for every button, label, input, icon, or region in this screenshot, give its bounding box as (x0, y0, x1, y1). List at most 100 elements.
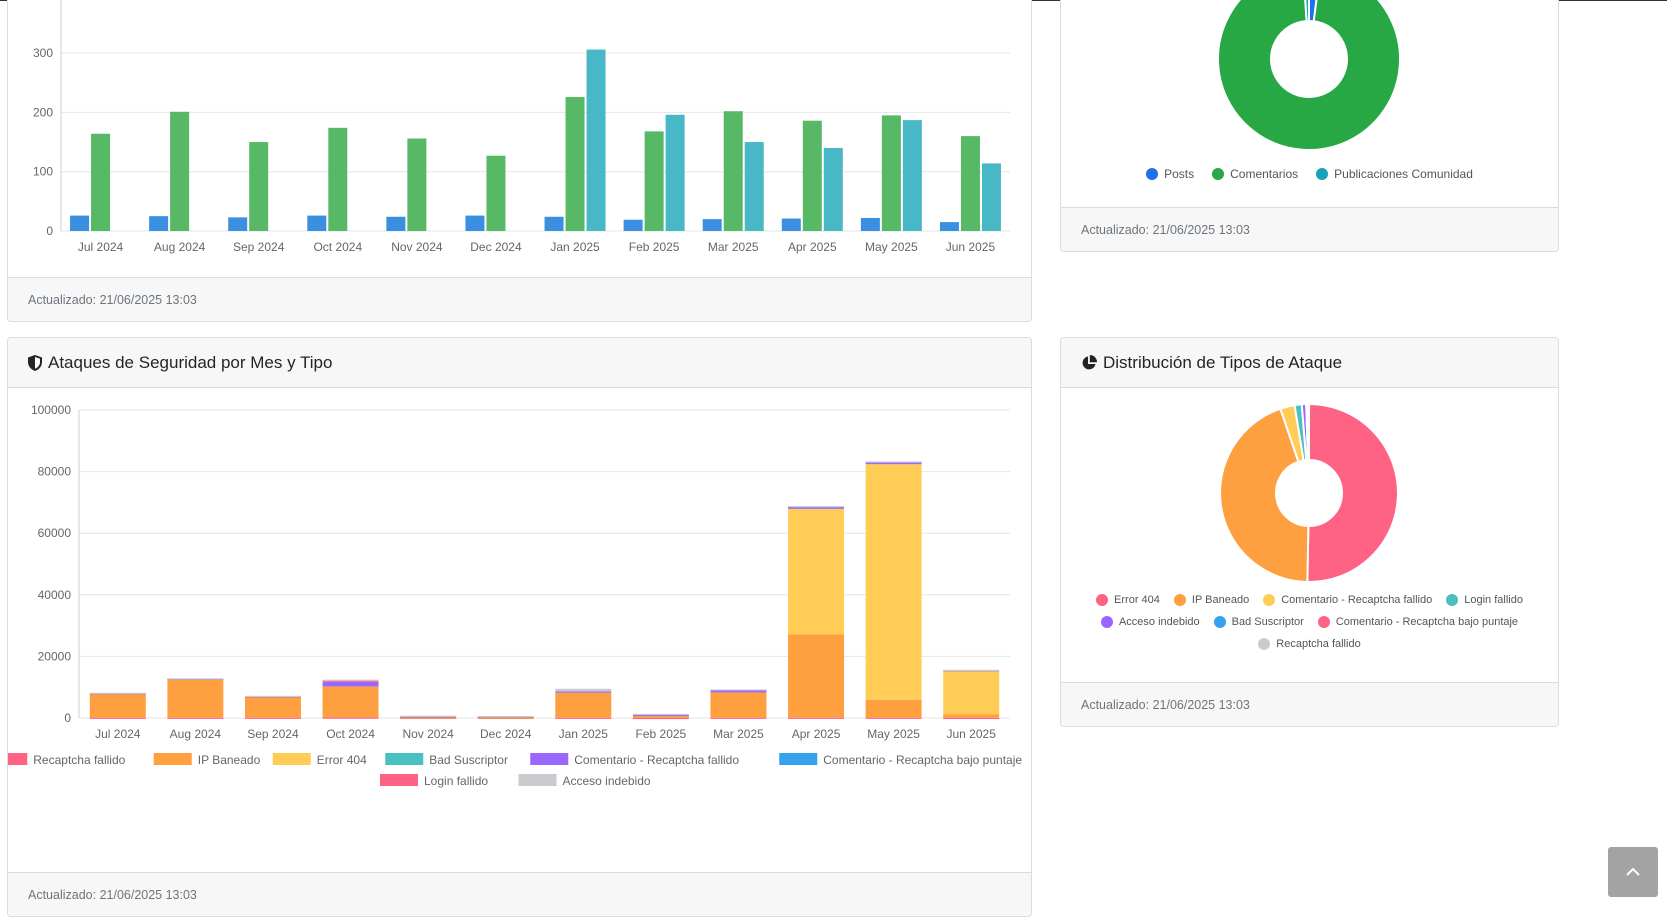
legend-item[interactable]: IP Baneado (1173, 594, 1249, 606)
legend-item[interactable]: Error 404 (1096, 594, 1160, 606)
x-tick-label: Dec 2024 (470, 240, 522, 254)
legend-swatch (1316, 168, 1329, 180)
y-tick-label: 0 (46, 224, 53, 238)
distribution-chart-footer: Actualizado: 21/06/2025 13:03 (1061, 682, 1558, 726)
bar-posts (781, 218, 801, 231)
legend-label: Acceso indebido (563, 774, 651, 788)
slice-comentarios (1217, 0, 1401, 151)
legend-label: IP Baneado (198, 753, 261, 767)
stack-segment (477, 715, 534, 718)
stack-segment (710, 690, 767, 693)
legend-label: Comentarios (1230, 167, 1299, 181)
stack-segment (400, 715, 457, 717)
legend-label: Publicaciones Comunidad (1334, 167, 1473, 181)
distribution-legend: Error 404 IP Baneado Comentario - Recaptch… (1081, 594, 1538, 650)
legend-label: Comentario - Recaptcha bajo puntaje (1335, 616, 1519, 628)
bar-publicaciones-comunidad (744, 142, 764, 231)
y-tick-label: 80000 (38, 465, 72, 479)
stack-segment (322, 717, 379, 719)
legend-label: Recaptcha fallido (33, 753, 125, 767)
content-chart-card: 0 100 200 300 Jul 2024 Aug 2024 Sep 2024 Oct 20… (7, 0, 1032, 322)
legend-item[interactable]: Acceso indebido (1100, 616, 1200, 628)
legend-label: Recaptcha fallido (1276, 638, 1361, 650)
stack-segment (943, 714, 1000, 718)
legend-swatch (385, 753, 424, 765)
legend-item[interactable]: Comentario - Recaptcha bajo puntaje (1317, 616, 1519, 628)
y-tick-label: 200 (33, 105, 53, 119)
chevron-up-icon (1626, 867, 1640, 876)
stack-segment (555, 691, 612, 693)
stack-segment (400, 717, 457, 719)
bar-posts (149, 216, 169, 231)
bar-posts (702, 219, 722, 231)
x-tick-label: Jul 2024 (78, 240, 124, 254)
x-tick-label: Jan 2025 (559, 727, 609, 741)
legend-label: Login fallido (1464, 594, 1523, 606)
x-tick-label: Oct 2024 (313, 240, 362, 254)
legend-label: Acceso indebido (1118, 616, 1200, 628)
stack-segment (89, 693, 146, 718)
stack-segment (322, 680, 379, 682)
bar-posts (465, 215, 485, 231)
attacks-chart-footer: Actualizado: 21/06/2025 13:03 (8, 872, 1031, 916)
bar-comentarios (407, 138, 427, 231)
stack-segment (943, 670, 1000, 715)
legend-item[interactable]: Comentarios (1212, 167, 1298, 181)
legend-item[interactable]: Recaptcha fallido (1258, 638, 1361, 650)
bar-publicaciones-comunidad (981, 163, 1001, 231)
legend-item[interactable]: Login fallido (1446, 594, 1523, 606)
pie-slice (1307, 402, 1310, 462)
stack-segment (167, 678, 224, 680)
legend-item[interactable]: Comentario - Recaptcha fallido (1263, 594, 1432, 606)
x-tick-label: Mar 2025 (708, 240, 759, 254)
attacks-chart-card: Ataques de Seguridad por Mes y Tipo 0 200… (7, 337, 1032, 917)
stack-segment (632, 714, 689, 716)
legend-item[interactable]: Posts (1146, 167, 1194, 181)
legend-swatch (1173, 594, 1186, 606)
distribution-card-title: Distribución de Tipos de Ataque (1103, 352, 1343, 372)
pie-chart-icon (1082, 354, 1097, 369)
stack-segment (710, 692, 767, 718)
bar-comentarios (960, 136, 980, 231)
bar-publicaciones-comunidad (823, 147, 843, 231)
legend-label: Bad Suscriptor (429, 753, 508, 767)
bar-comentarios (486, 155, 506, 231)
y-tick-label: 0 (64, 711, 71, 725)
stack-segment (322, 681, 379, 687)
stack-segment (244, 717, 301, 719)
x-tick-label: Jul 2024 (95, 727, 141, 741)
legend-swatch (8, 753, 28, 765)
x-tick-label: Feb 2025 (636, 727, 687, 741)
bar-comentarios (881, 115, 901, 231)
legend-swatch (1146, 168, 1159, 180)
bar-posts (70, 215, 90, 231)
legend-label: Error 404 (317, 753, 367, 767)
legend-swatch (153, 753, 192, 765)
stack-segment (555, 692, 612, 718)
legend-swatch (779, 753, 818, 765)
distribution-pie-chart (1219, 402, 1400, 584)
legend-item[interactable]: Bad Suscriptor (1213, 616, 1304, 628)
bar-comentarios (328, 127, 348, 231)
stack-segment (632, 717, 689, 720)
bar-publicaciones-comunidad (665, 114, 685, 231)
legend-swatch (1100, 616, 1113, 628)
x-tick-label: Sep 2024 (247, 727, 299, 741)
scroll-to-top-button[interactable] (1608, 847, 1658, 897)
stack-segment (632, 713, 689, 716)
legend-label: Posts (1164, 167, 1195, 181)
stack-segment (788, 506, 845, 509)
legend-swatch (1213, 616, 1226, 628)
legend-swatch (272, 753, 311, 765)
x-tick-label: Nov 2024 (402, 727, 454, 741)
slice-publicaciones-comunidad (1304, 0, 1310, 23)
distribution-card-header: Distribución de Tipos de Ataque (1061, 338, 1558, 388)
stack-segment (555, 717, 612, 719)
stack-segment (943, 669, 1000, 671)
bar-publicaciones-comunidad (902, 120, 922, 231)
stack-segment (710, 717, 767, 719)
legend-item[interactable]: Publicaciones Comunidad (1316, 167, 1473, 181)
bar-posts (860, 217, 880, 231)
x-tick-label: Dec 2024 (480, 727, 532, 741)
content-donut-chart (1217, 0, 1401, 151)
